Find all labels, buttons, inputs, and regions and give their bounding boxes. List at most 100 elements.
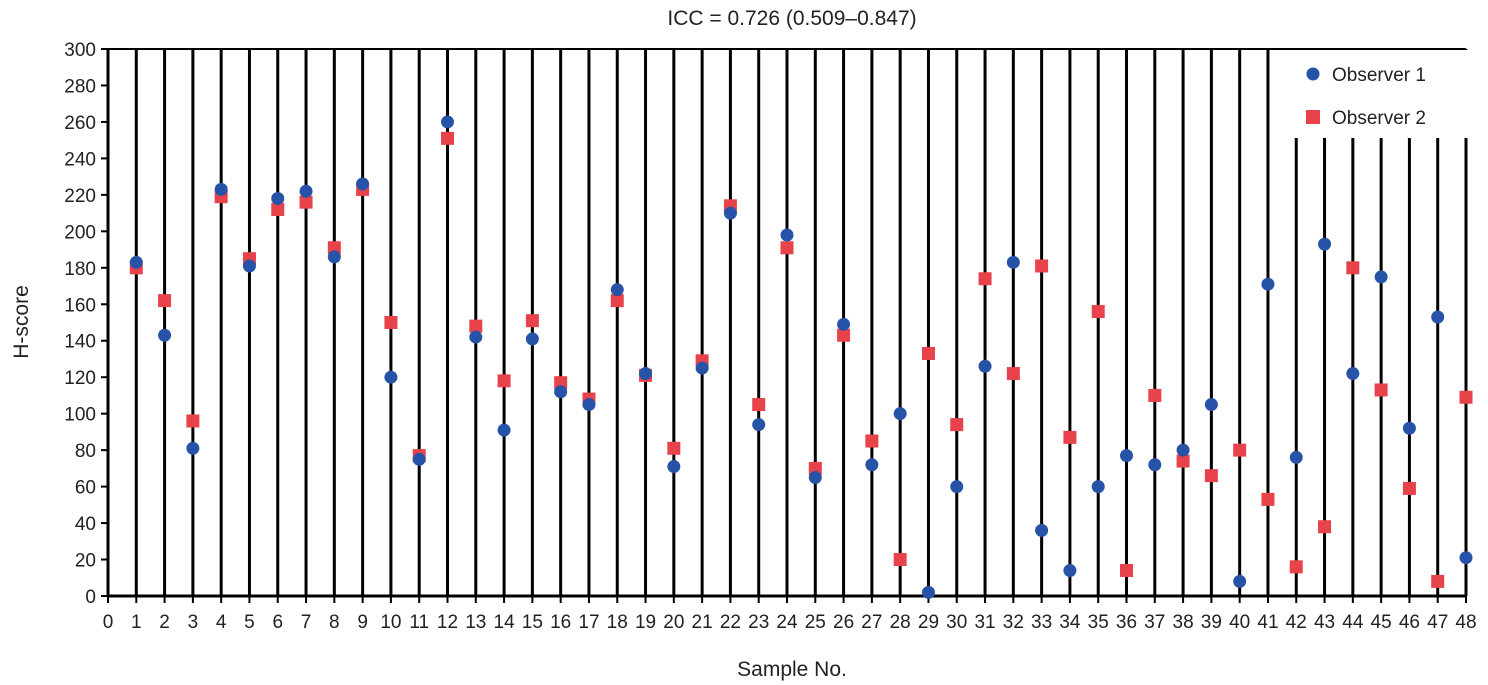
point-observer-2-sample-48 — [1459, 390, 1473, 404]
x-tick-label: 46 — [1399, 612, 1420, 633]
x-tick-label: 23 — [748, 612, 769, 633]
x-tick-label: 33 — [1031, 612, 1052, 633]
y-tick-label: 20 — [75, 551, 96, 572]
point-observer-2-sample-3 — [186, 414, 200, 428]
x-tick-label: 22 — [720, 612, 741, 633]
point-observer-2-sample-28 — [893, 553, 907, 567]
x-tick-label: 11 — [409, 612, 429, 633]
x-tick-label: 12 — [437, 612, 458, 633]
y-tick-label: 100 — [64, 405, 96, 426]
x-tick-label: 25 — [805, 612, 826, 633]
point-observer-2-sample-37 — [1148, 388, 1162, 402]
x-tick-label: 18 — [607, 612, 628, 633]
point-observer-2-sample-33 — [1035, 259, 1049, 273]
point-observer-2-sample-38 — [1176, 454, 1190, 468]
x-tick-label: 37 — [1144, 612, 1165, 633]
point-observer-2-sample-20 — [667, 441, 681, 455]
x-tick-label: 9 — [357, 612, 368, 633]
point-observer-2-sample-8 — [327, 241, 341, 255]
x-axis-title: Sample No. — [737, 658, 847, 681]
x-tick-label: 28 — [890, 612, 911, 633]
x-tick-label: 38 — [1173, 612, 1194, 633]
x-tick-label: 8 — [329, 612, 340, 633]
x-tick-label: 3 — [188, 612, 199, 633]
point-observer-2-sample-24 — [780, 241, 794, 255]
x-tick-label: 17 — [578, 612, 599, 633]
point-observer-1-sample-25 — [808, 470, 822, 484]
point-observer-1-sample-35 — [1091, 480, 1105, 494]
point-observer-2-sample-34 — [1063, 430, 1077, 444]
point-observer-1-sample-3 — [186, 441, 200, 455]
point-observer-2-sample-10 — [384, 316, 398, 329]
point-observer-2-sample-35 — [1091, 305, 1105, 319]
x-tick-label: 10 — [380, 612, 401, 633]
point-observer-1-sample-43 — [1318, 237, 1332, 251]
point-observer-1-sample-10 — [384, 370, 398, 384]
point-observer-1-sample-2 — [158, 328, 172, 342]
x-tick-label: 44 — [1342, 612, 1364, 633]
y-tick-label: 220 — [64, 186, 96, 207]
point-observer-1-sample-44 — [1346, 367, 1360, 381]
y-tick-label: 40 — [75, 514, 96, 535]
x-tick-label: 20 — [663, 612, 684, 633]
point-observer-1-sample-36 — [1120, 449, 1133, 463]
x-axis-ticks: 0 1 2 3 4 5 6 7 8 9 10 11 12 13 14 15 16 17 18 19 20 21 22 23 24… — [103, 596, 1477, 633]
point-observer-2-sample-27 — [865, 434, 879, 448]
point-observer-1-sample-33 — [1035, 523, 1049, 537]
point-observer-2-sample-41 — [1261, 492, 1275, 506]
data-points — [129, 115, 1473, 599]
point-observer-1-sample-9 — [356, 177, 370, 191]
point-observer-2-sample-31 — [978, 272, 992, 286]
point-observer-2-sample-40 — [1233, 443, 1247, 457]
point-observer-2-sample-15 — [525, 314, 539, 328]
x-tick-label: 0 — [103, 612, 114, 633]
point-observer-1-sample-48 — [1459, 551, 1473, 565]
point-observer-1-sample-46 — [1402, 421, 1416, 435]
point-observer-1-sample-23 — [752, 418, 766, 432]
point-observer-1-sample-15 — [525, 332, 539, 346]
point-observer-2-sample-12 — [441, 131, 454, 145]
x-tick-label: 5 — [244, 612, 255, 633]
point-observer-1-sample-19 — [639, 367, 653, 381]
sample-lines — [134, 49, 1468, 596]
x-tick-label: 14 — [494, 612, 516, 633]
point-observer-1-sample-47 — [1431, 310, 1445, 324]
point-observer-1-sample-8 — [327, 250, 341, 264]
x-tick-label: 6 — [272, 612, 283, 633]
point-observer-1-sample-13 — [469, 330, 483, 344]
x-tick-label: 13 — [465, 612, 486, 633]
point-observer-1-sample-22 — [723, 206, 737, 220]
legend-marker-observer-2 — [1306, 110, 1320, 124]
x-tick-label: 7 — [301, 612, 312, 633]
x-tick-label: 1 — [131, 612, 142, 633]
point-observer-1-sample-6 — [271, 192, 285, 206]
point-observer-2-sample-2 — [158, 294, 172, 308]
point-observer-1-sample-27 — [865, 458, 879, 472]
x-tick-label: 30 — [946, 612, 967, 633]
point-observer-1-sample-18 — [610, 283, 624, 297]
legend-label-observer-1: Observer 1 — [1332, 65, 1426, 86]
series-observer-1 — [129, 115, 1473, 599]
point-observer-1-sample-1 — [129, 255, 143, 269]
point-observer-2-sample-45 — [1374, 383, 1388, 397]
point-observer-1-sample-34 — [1063, 563, 1077, 577]
x-tick-label: 42 — [1286, 612, 1307, 633]
y-tick-label: 60 — [75, 478, 96, 499]
point-observer-2-sample-32 — [1006, 367, 1020, 381]
point-observer-1-sample-37 — [1148, 458, 1162, 472]
point-observer-2-sample-6 — [271, 202, 285, 216]
y-axis-ticks: 0 20 40 60 80 100 120 140 160 180 200 220 240 260 280 3… — [64, 40, 108, 608]
x-tick-label: 15 — [522, 612, 543, 633]
chart-title: ICC = 0.726 (0.509–0.847) — [667, 7, 916, 30]
point-observer-1-sample-12 — [441, 115, 454, 129]
x-tick-label: 40 — [1229, 612, 1250, 633]
point-observer-2-sample-7 — [299, 195, 313, 209]
point-observer-2-sample-47 — [1431, 574, 1445, 588]
point-observer-1-sample-14 — [497, 423, 511, 437]
legend: Observer 1 Observer 2 — [1288, 50, 1468, 138]
point-observer-2-sample-42 — [1289, 560, 1303, 574]
x-tick-label: 2 — [159, 612, 170, 633]
x-tick-label: 4 — [216, 612, 227, 633]
point-observer-1-sample-20 — [667, 460, 681, 474]
